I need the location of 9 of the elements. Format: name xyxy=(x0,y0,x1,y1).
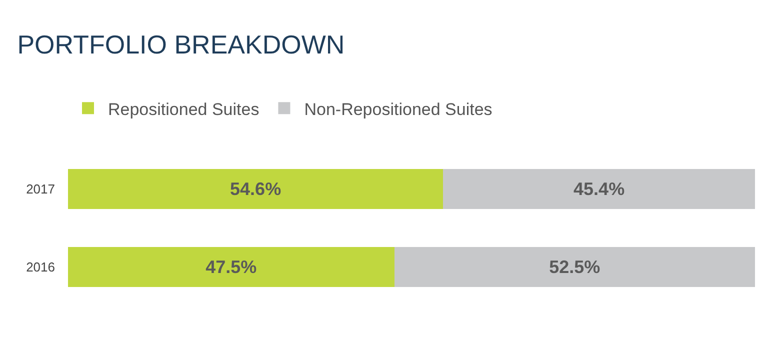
data-label: 52.5% xyxy=(549,257,600,277)
data-label: 47.5% xyxy=(206,257,257,277)
data-label: 54.6% xyxy=(230,179,282,199)
data-label: 45.4% xyxy=(574,179,625,199)
chart-title: PORTFOLIO BREAKDOWN xyxy=(17,29,345,60)
legend-label: Repositioned Suites xyxy=(108,100,260,119)
legend-label: Non-Repositioned Suites xyxy=(304,100,492,119)
y-tick-label: 2016 xyxy=(26,260,55,275)
y-tick-label: 2017 xyxy=(26,182,55,197)
